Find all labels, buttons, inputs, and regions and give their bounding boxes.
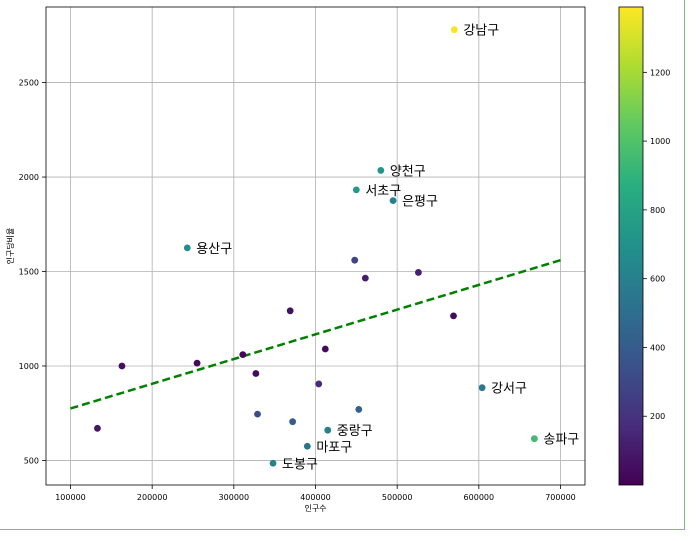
point-label: 송파구 [543,433,579,448]
data-point [193,359,201,367]
data-point [450,312,457,320]
point-label: 중랑구 [337,424,373,439]
y-tick-label: 1500 [19,268,39,277]
colorbar-tick-label: 200 [650,412,665,421]
data-point [289,418,297,426]
data-point [377,167,385,174]
data-point [321,345,329,353]
data-point [254,410,261,418]
data-point [351,256,359,264]
point-label: 양천구 [390,164,426,179]
point-label: 마포구 [316,440,352,455]
data-point [315,380,323,388]
y-tick-label: 1000 [19,362,39,371]
data-point [450,26,458,34]
x-tick-label: 300000 [219,493,250,502]
data-point [478,384,486,392]
y-axis-label: 인구당비율 [5,228,15,265]
colorbar-tick-label: 800 [650,206,665,215]
point-label: 은평구 [402,195,438,210]
x-tick-label: 600000 [464,493,495,502]
data-point [415,269,422,276]
data-point [118,362,126,370]
data-point [530,435,538,443]
data-point [355,406,363,413]
x-tick-label: 100000 [55,493,86,502]
x-tick-label: 700000 [545,493,576,502]
point-label: 강남구 [463,24,499,39]
colorbar: 200 400 600 800 1000 1200 [618,6,670,486]
trend-line [70,258,561,410]
colorbar-gradient [618,6,644,486]
y-tick-label: 2500 [19,79,39,88]
point-label: 강서구 [491,382,527,397]
y-tick-label: 500 [24,456,39,465]
x-tick-label: 200000 [137,493,168,502]
plot-frame [45,6,586,486]
data-point [389,197,397,205]
x-tick-label: 400000 [300,493,331,502]
data-point [94,424,101,432]
colorbar-tick-label: 400 [650,343,665,352]
point-label: 용산구 [196,242,232,257]
data-point [324,426,332,434]
point-label: 서초구 [365,184,401,199]
grid-lines [46,7,585,485]
trend-line-group [70,258,561,410]
data-point [286,307,294,315]
data-points [94,26,538,467]
data-point [352,186,360,194]
x-tick-label: 500000 [382,493,413,502]
colorbar-tick-label: 1200 [650,68,670,77]
x-axis-label: 인구수 [304,503,326,513]
colorbar-tick-label: 1000 [650,137,670,146]
point-label: 도봉구 [282,457,318,472]
data-point [269,459,277,467]
colorbar-tick-label: 600 [650,275,665,284]
data-point [303,442,311,450]
data-point [252,370,260,377]
data-point [183,244,191,252]
data-point [239,351,247,359]
axes: 100000 200000 300000 400000 500000 600000 7000… [5,6,586,513]
data-point [361,274,369,282]
y-tick-label: 2000 [19,173,39,182]
